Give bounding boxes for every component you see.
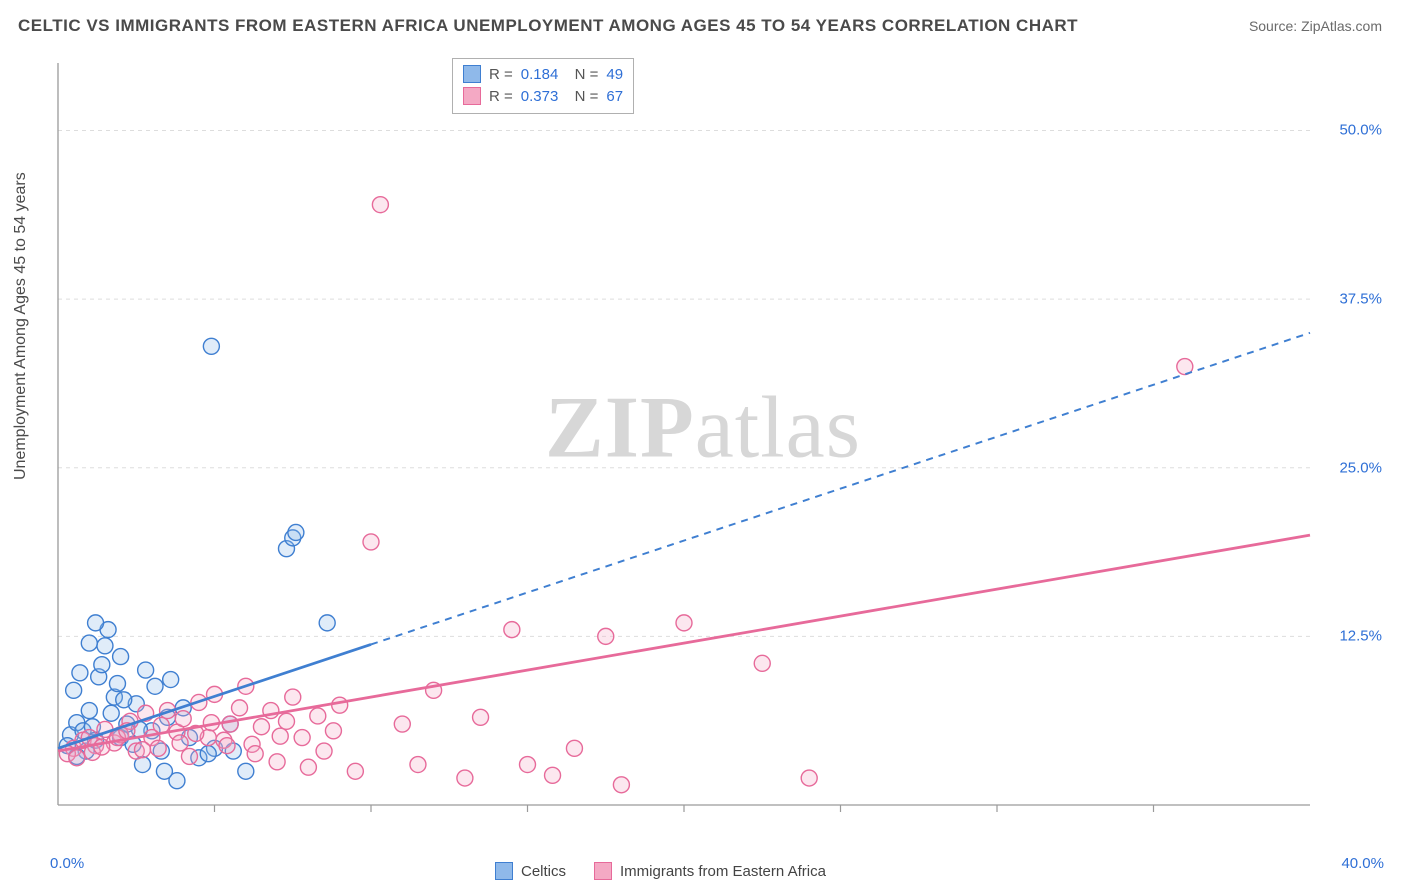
r-label: R = xyxy=(489,66,513,83)
y-axis-tick-label: 50.0% xyxy=(1339,122,1382,139)
x-axis-max-label: 40.0% xyxy=(1341,855,1384,872)
r-label: R = xyxy=(489,88,513,105)
legend-swatch-celtics xyxy=(463,65,481,83)
legend-row-1: R = 0.184 N = 49 xyxy=(463,63,623,85)
n-value-2: 67 xyxy=(606,88,623,105)
legend-swatch-celtics xyxy=(495,862,513,880)
scatter-plot xyxy=(50,55,1380,835)
legend-label-celtics: Celtics xyxy=(521,863,566,880)
legend-item-immigrants: Immigrants from Eastern Africa xyxy=(594,862,826,880)
r-value-1: 0.184 xyxy=(521,66,559,83)
legend-label-immigrants: Immigrants from Eastern Africa xyxy=(620,863,826,880)
source-prefix: Source: xyxy=(1249,18,1301,34)
y-axis-label: Unemployment Among Ages 45 to 54 years xyxy=(12,172,30,480)
n-label: N = xyxy=(566,88,598,105)
n-value-1: 49 xyxy=(606,66,623,83)
legend-row-2: R = 0.373 N = 67 xyxy=(463,85,623,107)
x-axis-min-label: 0.0% xyxy=(50,855,84,872)
n-label: N = xyxy=(566,66,598,83)
y-axis-tick-label: 37.5% xyxy=(1339,291,1382,308)
source-attribution: Source: ZipAtlas.com xyxy=(1249,18,1382,34)
r-value-2: 0.373 xyxy=(521,88,559,105)
legend-swatch-immigrants xyxy=(463,87,481,105)
y-axis-tick-label: 12.5% xyxy=(1339,628,1382,645)
y-axis-tick-label: 25.0% xyxy=(1339,459,1382,476)
correlation-legend: R = 0.184 N = 49 R = 0.373 N = 67 xyxy=(452,58,634,114)
source-name: ZipAtlas.com xyxy=(1301,18,1382,34)
chart-title: CELTIC VS IMMIGRANTS FROM EASTERN AFRICA… xyxy=(18,16,1078,36)
series-legend: Celtics Immigrants from Eastern Africa xyxy=(495,862,826,880)
legend-item-celtics: Celtics xyxy=(495,862,566,880)
legend-swatch-immigrants xyxy=(594,862,612,880)
